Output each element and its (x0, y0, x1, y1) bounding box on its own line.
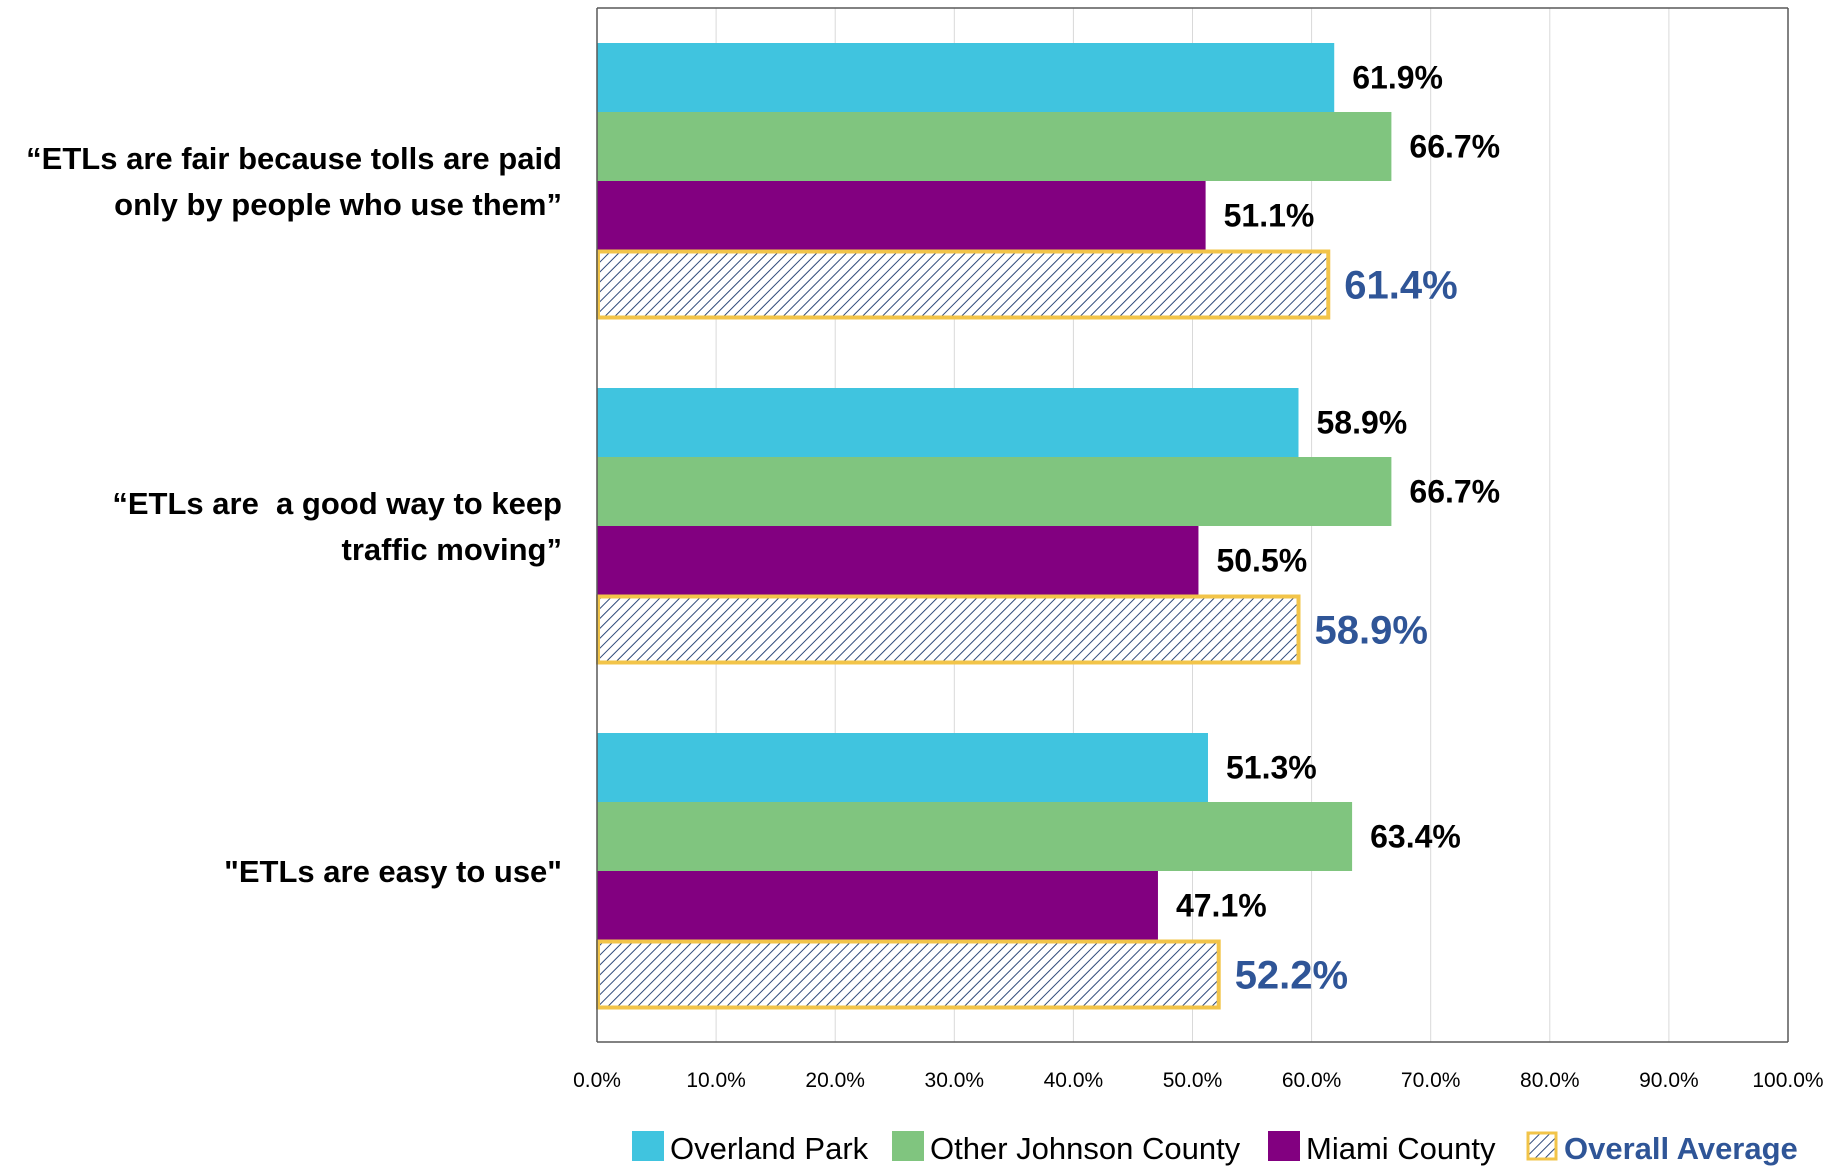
bars (596, 43, 1392, 1010)
legend-swatch (632, 1131, 664, 1161)
bar-overland-park (597, 43, 1335, 112)
bar-overall-average (596, 939, 1221, 1010)
bar-other-johnson-county (597, 457, 1392, 526)
bar-other-johnson-county (597, 112, 1392, 181)
bar-miami-county (597, 181, 1206, 250)
bar-overland-park (597, 388, 1299, 457)
bar-other-johnson-county (597, 802, 1353, 871)
x-tick-label: 40.0% (1044, 1069, 1104, 1092)
data-label: 51.1% (1224, 198, 1315, 234)
category-label: only by people who use them” (114, 187, 562, 222)
legend-label: Other Johnson County (930, 1131, 1241, 1166)
data-label: 66.7% (1409, 474, 1500, 510)
x-tick-label: 0.0% (573, 1069, 621, 1092)
data-label: 47.1% (1176, 888, 1267, 924)
x-tick-label: 70.0% (1401, 1069, 1461, 1092)
category-labels: “ETLs are fair because tolls are paid onl… (26, 141, 562, 889)
bar-overall-average (596, 594, 1301, 665)
x-tick-label: 50.0% (1163, 1069, 1223, 1092)
x-tick-label: 90.0% (1639, 1069, 1699, 1092)
x-tick-label: 80.0% (1520, 1069, 1580, 1092)
legend-label: Miami County (1306, 1131, 1496, 1166)
data-label: 66.7% (1409, 129, 1500, 165)
x-tick-label: 60.0% (1282, 1069, 1342, 1092)
data-labels: 61.9%66.7%51.1%61.4%58.9%66.7%50.5%58.9%… (1176, 60, 1500, 998)
data-label: 63.4% (1370, 819, 1461, 855)
data-label: 52.2% (1235, 954, 1348, 998)
category-label: “ETLs are a good way to keep (112, 486, 562, 521)
x-tick-label: 100.0% (1752, 1069, 1823, 1092)
bar-overland-park (597, 733, 1208, 802)
legend: Overland Park Other Johnson County Miami C… (632, 1131, 1798, 1166)
data-label: 51.3% (1226, 750, 1317, 786)
bar-miami-county (597, 526, 1199, 595)
x-tick-label: 20.0% (805, 1069, 865, 1092)
x-tick-label: 10.0% (686, 1069, 746, 1092)
category-label: traffic moving” (342, 532, 562, 567)
data-label: 50.5% (1216, 543, 1307, 579)
bar-overall-average (596, 249, 1331, 320)
legend-swatch (892, 1131, 924, 1161)
category-label: “ETLs are fair because tolls are paid (26, 141, 562, 176)
legend-label: Overland Park (670, 1131, 869, 1166)
category-label: "ETLs are easy to use" (224, 854, 562, 889)
data-label: 58.9% (1316, 405, 1407, 441)
legend-label: Overall Average (1564, 1131, 1798, 1166)
data-label: 61.9% (1352, 60, 1443, 96)
legend-swatch-overall-average (1526, 1131, 1558, 1161)
bar-miami-county (597, 871, 1158, 940)
data-label: 58.9% (1314, 609, 1427, 653)
x-axis: 0.0% 10.0% 20.0% 30.0% 40.0% 50.0% 60.0% 70.0% 8… (573, 8, 1824, 1092)
x-tick-label: 30.0% (925, 1069, 985, 1092)
data-label: 61.4% (1344, 264, 1457, 308)
legend-swatch (1268, 1131, 1300, 1161)
